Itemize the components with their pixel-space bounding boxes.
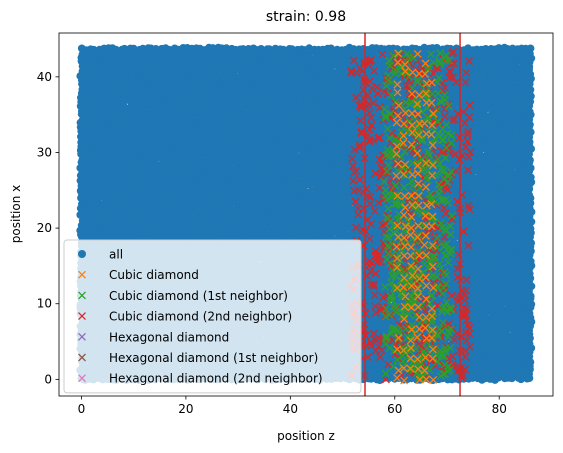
data-point-all (164, 158, 173, 166)
data-point-all (464, 74, 473, 83)
data-point-all (129, 44, 138, 53)
data-point-all (129, 70, 138, 78)
data-point-all (420, 141, 428, 150)
data-point-all (107, 78, 116, 87)
chart-title: strain: 0.98 (266, 9, 346, 25)
data-point-all (77, 132, 85, 141)
data-point-all (490, 48, 498, 56)
data-point-all (372, 123, 381, 131)
data-point-all (151, 83, 160, 92)
